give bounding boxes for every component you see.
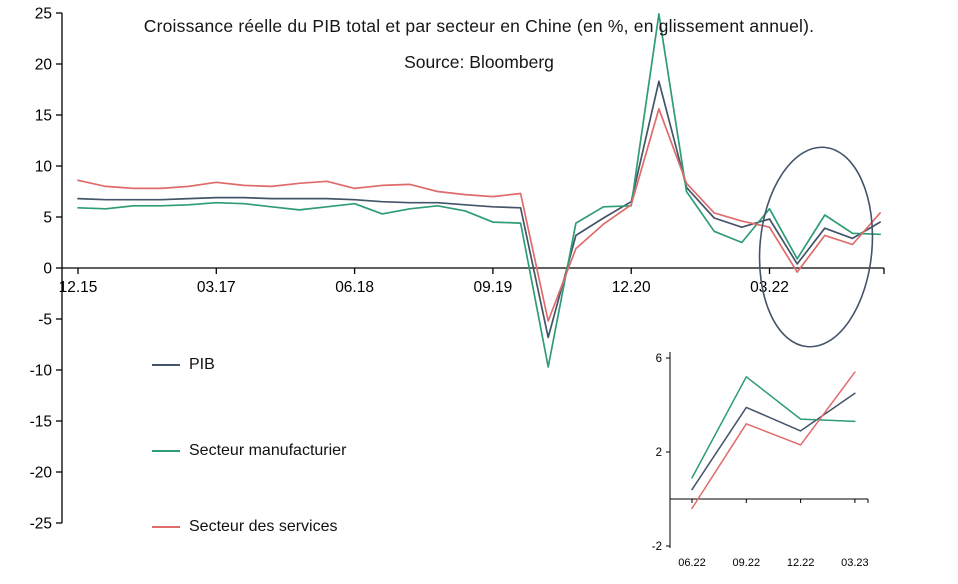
y-tick-label: 20 [35, 56, 53, 73]
legend-item-services: Secteur des services [152, 518, 338, 536]
x-tick-label: 12.15 [59, 279, 98, 296]
y-tick-label: 15 [35, 107, 52, 124]
series-line-pib [77, 80, 881, 339]
x-tick-label: 03.23 [841, 557, 869, 569]
legend-label-services: Secteur des services [189, 518, 338, 535]
y-tick-label: 6 [656, 353, 662, 365]
y-tick-label: 25 [35, 5, 52, 22]
legend-label-pib: PIB [189, 356, 215, 373]
chart-title-block: Croissance réelle du PIB total et par se… [0, 16, 958, 73]
x-tick-label: 09.19 [474, 279, 513, 296]
legend-item-pib: PIB [152, 356, 215, 374]
x-tick-label: 12.20 [612, 279, 651, 296]
y-tick-label: -20 [30, 464, 53, 481]
y-tick-label: -5 [38, 311, 52, 328]
series-line-secteur-des-services [691, 371, 856, 510]
x-tick-label: 03.22 [750, 279, 789, 296]
y-tick-label: 10 [35, 158, 53, 175]
chart-title: Croissance réelle du PIB total et par se… [143, 16, 815, 36]
x-tick-label: 03.17 [197, 279, 236, 296]
inset-chart: 6 2 -2 06.22 09.22 12.22 03.23 [652, 352, 869, 569]
legend-item-manufacturier: Secteur manufacturier [152, 442, 346, 460]
x-tick-label: 09.22 [733, 557, 761, 569]
series-line-secteur-des-services [77, 108, 881, 322]
y-tick-label: 0 [43, 260, 52, 277]
y-tick-label: -15 [30, 413, 52, 430]
x-tick-label: 06.18 [335, 279, 374, 296]
series-line-secteur-manufacturier [691, 376, 856, 479]
series-line-secteur-manufacturier [77, 13, 881, 368]
x-tick-label: 12.22 [787, 557, 815, 569]
y-tick-label: 2 [656, 447, 662, 459]
y-tick-label: 5 [43, 209, 52, 226]
legend-swatch-pib [152, 363, 180, 367]
y-tick-label: -10 [30, 362, 53, 379]
highlight-ellipse [758, 146, 874, 348]
series-line-pib [691, 392, 856, 491]
y-tick-label: -2 [652, 541, 662, 553]
legend-swatch-manufacturier [152, 449, 180, 453]
y-tick-label: -25 [30, 515, 52, 532]
legend-label-manufacturier: Secteur manufacturier [189, 442, 347, 459]
x-tick-label: 06.22 [678, 557, 706, 569]
chart-source: Source: Bloomberg [404, 52, 554, 72]
legend-swatch-services [152, 525, 180, 529]
main-chart: 25 20 15 10 5 0 -5 -10 -15 -20 -25 12.15 03.17 06.18 0… [30, 5, 885, 532]
